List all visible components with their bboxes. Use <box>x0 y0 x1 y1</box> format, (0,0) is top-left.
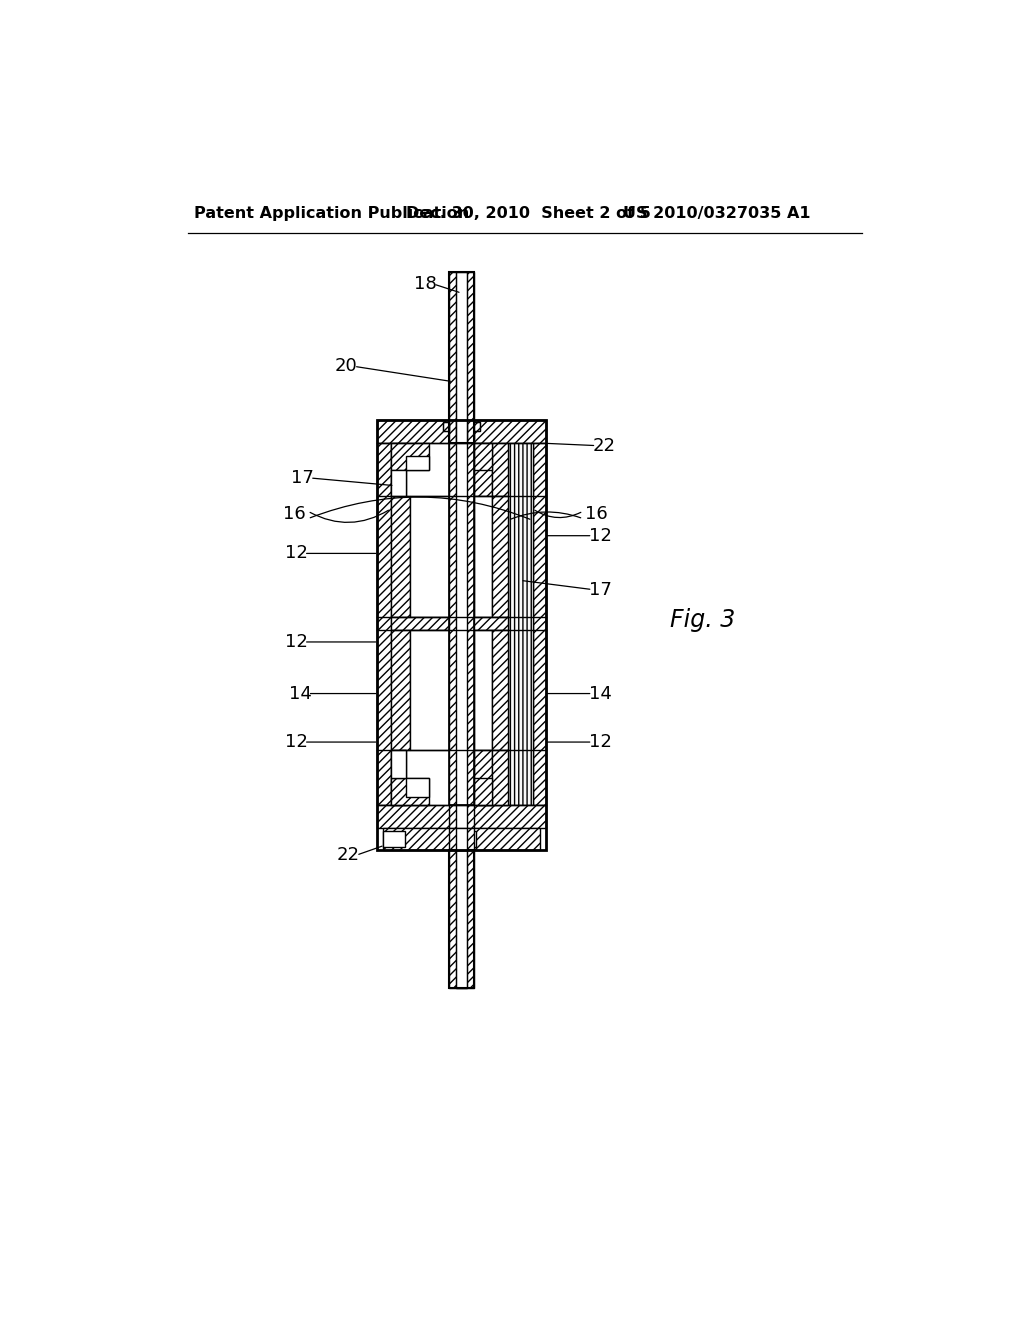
Bar <box>474 750 493 805</box>
Bar <box>457 805 467 829</box>
Bar <box>474 630 493 750</box>
Bar <box>457 829 467 850</box>
Text: 22: 22 <box>593 437 615 454</box>
Text: 16: 16 <box>284 506 306 523</box>
Text: US 2010/0327035 A1: US 2010/0327035 A1 <box>624 206 811 222</box>
Bar <box>450 850 474 989</box>
Bar <box>377 420 547 444</box>
Text: 17: 17 <box>291 469 313 487</box>
Text: 17: 17 <box>589 581 611 598</box>
Bar <box>532 444 547 805</box>
Bar <box>391 496 410 616</box>
Bar <box>407 457 429 470</box>
Bar <box>493 750 508 805</box>
Bar <box>391 470 407 496</box>
Bar <box>391 750 407 779</box>
Bar <box>450 444 474 805</box>
Bar <box>377 444 391 805</box>
Text: Dec. 30, 2010  Sheet 2 of 5: Dec. 30, 2010 Sheet 2 of 5 <box>407 206 651 222</box>
Text: 12: 12 <box>285 634 307 651</box>
Bar <box>410 630 450 750</box>
Bar <box>450 829 474 850</box>
Bar <box>377 420 547 850</box>
Bar <box>391 444 429 470</box>
Bar <box>457 272 467 444</box>
Bar <box>407 779 429 797</box>
Text: Patent Application Publication: Patent Application Publication <box>194 206 469 222</box>
Bar <box>450 272 474 444</box>
Bar <box>474 779 493 805</box>
Text: 14: 14 <box>289 685 311 702</box>
Bar <box>474 422 480 430</box>
Bar <box>443 422 450 430</box>
Text: 12: 12 <box>589 733 611 751</box>
Bar <box>493 444 508 496</box>
Bar <box>410 496 450 616</box>
Bar <box>460 832 475 847</box>
Bar <box>493 630 508 750</box>
Bar <box>391 750 407 805</box>
Text: 12: 12 <box>285 733 307 751</box>
Bar <box>457 850 467 989</box>
Text: 20: 20 <box>335 358 357 375</box>
Bar <box>474 444 493 470</box>
Text: 16: 16 <box>585 506 607 523</box>
Bar <box>383 829 541 850</box>
Bar <box>508 444 532 805</box>
Text: 12: 12 <box>285 544 307 562</box>
Bar <box>493 496 508 616</box>
Bar <box>474 422 480 430</box>
Text: 22: 22 <box>337 846 360 865</box>
Bar <box>450 850 474 989</box>
Bar <box>474 444 493 496</box>
Text: 14: 14 <box>589 685 611 702</box>
Text: Fig. 3: Fig. 3 <box>670 609 735 632</box>
Bar <box>450 444 474 805</box>
Bar <box>457 850 467 989</box>
Bar <box>457 444 467 805</box>
Text: 18: 18 <box>415 275 437 293</box>
Bar <box>443 422 450 430</box>
Bar <box>391 779 429 805</box>
Bar <box>391 630 410 750</box>
Bar <box>450 805 474 829</box>
Bar <box>383 832 404 847</box>
Bar <box>391 444 407 496</box>
Bar <box>391 616 508 630</box>
Bar <box>377 805 547 829</box>
Bar <box>450 272 474 444</box>
Bar <box>457 272 467 444</box>
Bar <box>474 496 493 616</box>
Bar <box>457 444 467 805</box>
Text: 12: 12 <box>589 527 611 545</box>
Bar <box>450 420 474 444</box>
Bar <box>457 420 467 444</box>
